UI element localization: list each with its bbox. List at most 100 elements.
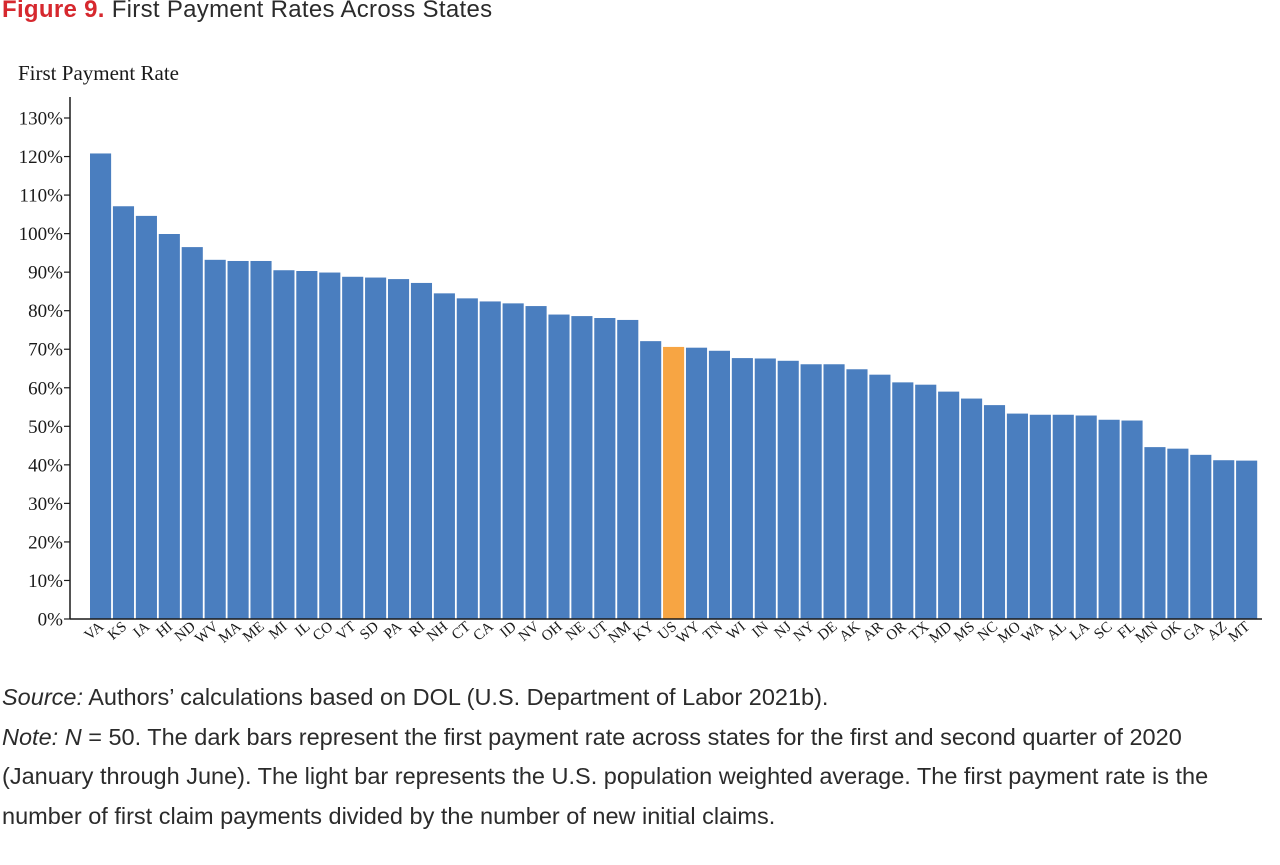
x-tick-label: VA [82, 619, 108, 644]
source-text: Authors’ calculations based on DOL (U.S.… [83, 684, 829, 710]
x-tick-label: WA [1019, 619, 1047, 646]
bar-ky [640, 341, 662, 619]
x-tick-label: LA [1067, 619, 1093, 644]
bar-in [754, 358, 776, 619]
bar-mt [1236, 460, 1258, 619]
source-label: Source: [2, 684, 83, 710]
y-tick-label: 0% [38, 610, 64, 631]
bar-nd [181, 247, 203, 619]
figure-notes: Source: Authors’ calculations based on D… [2, 678, 1278, 836]
y-tick-label: 110% [19, 186, 63, 207]
x-tick-label: IA [131, 619, 154, 642]
bar-md [938, 391, 960, 619]
bar-vt [342, 276, 364, 619]
bar-wi [731, 358, 753, 619]
figure-title-text: First Payment Rates Across States [111, 0, 493, 23]
bar-nv [525, 306, 547, 619]
bar-ma [227, 260, 249, 619]
bar-wa [1029, 414, 1051, 619]
bar-de [823, 364, 845, 619]
bar-ar [869, 374, 891, 619]
x-tick-label: RI [406, 619, 428, 641]
x-tick-label: FL [1115, 619, 1139, 643]
y-tick-label: 40% [28, 455, 63, 476]
x-tick-label: IN [749, 619, 772, 642]
source-line: Source: Authors’ calculations based on D… [2, 678, 1278, 718]
bar-ms [961, 398, 983, 619]
x-tick-label: NY [791, 619, 818, 645]
x-tick-label: OH [539, 619, 566, 645]
bar-ca [479, 301, 501, 619]
bar-ut [594, 318, 616, 619]
bar-fl [1121, 420, 1143, 619]
bar-ga [1190, 454, 1212, 619]
x-tick-label: WI [724, 619, 749, 644]
bar-pa [387, 279, 410, 619]
figure-title: Figure 9. First Payment Rates Across Sta… [2, 0, 492, 24]
bar-nm [617, 319, 639, 619]
bar-wv [204, 259, 226, 619]
note-paragraph: Note: N = 50. The dark bars represent th… [2, 718, 1278, 837]
bar-tn [708, 350, 730, 619]
x-tick-label: TN [700, 619, 726, 644]
bar-mi [273, 270, 295, 619]
bar-nj [777, 360, 799, 619]
figure-number: Figure 9. [2, 0, 105, 23]
bar-tx [915, 384, 937, 619]
bar-oh [548, 314, 570, 619]
x-tick-label: IL [292, 619, 313, 640]
x-tick-label: CA [471, 619, 497, 645]
bar-id [502, 303, 524, 619]
x-tick-label: PA [381, 619, 405, 643]
y-tick-label: 120% [19, 147, 64, 168]
x-tick-label: NJ [772, 619, 795, 642]
bar-co [319, 272, 341, 619]
y-tick-label: 100% [19, 224, 64, 245]
bar-ny [800, 364, 822, 619]
x-tick-label: VT [334, 619, 360, 644]
x-tick-label: GA [1180, 619, 1207, 645]
x-tick-label: MT [1226, 619, 1254, 646]
bar-ri [410, 282, 433, 619]
x-tick-label: MI [266, 619, 290, 643]
bar-al [1052, 414, 1074, 619]
bar-wy [685, 347, 708, 619]
bar-ct [456, 298, 478, 619]
note-label: Note: [2, 723, 59, 750]
x-tick-label: SC [1091, 619, 1115, 643]
y-tick-label: 70% [28, 340, 63, 361]
bar-nh [433, 293, 455, 619]
y-axis-label: First Payment Rate [18, 61, 179, 85]
bar-chart: First Payment Rate 0% 10% 20% 30% 40% 50% 60% 7… [18, 61, 1262, 647]
bar-il [296, 271, 318, 619]
bar-hi [158, 234, 180, 619]
bar-ia [135, 215, 157, 619]
bar-us [663, 346, 685, 619]
bar-mo [1006, 413, 1028, 619]
y-tick-label: 90% [28, 263, 63, 284]
bar-series [90, 153, 1258, 619]
y-axis: 0% 10% 20% 30% 40% 50% 60% 70% 80% 90% 100% 110% 120… [19, 109, 70, 631]
bar-la [1075, 415, 1097, 619]
y-tick-label: 130% [19, 109, 64, 130]
x-tick-label: NH [424, 619, 451, 645]
bar-or [892, 382, 914, 619]
x-tick-label: KY [630, 619, 657, 645]
y-tick-label: 10% [28, 571, 63, 592]
x-tick-label: ME [240, 619, 268, 646]
x-tick-label: WY [674, 619, 704, 647]
x-tick-label: KS [105, 619, 130, 644]
y-tick-label: 30% [28, 494, 63, 515]
bar-sd [365, 277, 387, 619]
y-tick-label: 20% [28, 532, 63, 553]
bar-ak [846, 369, 868, 619]
bar-nc [983, 405, 1006, 619]
x-tick-label: SD [357, 619, 382, 644]
y-tick-label: 60% [28, 378, 63, 399]
bar-ks [112, 206, 135, 619]
bar-mn [1144, 447, 1166, 619]
bar-va [90, 153, 112, 619]
bar-ok [1167, 448, 1189, 619]
x-tick-label: ID [497, 619, 520, 642]
